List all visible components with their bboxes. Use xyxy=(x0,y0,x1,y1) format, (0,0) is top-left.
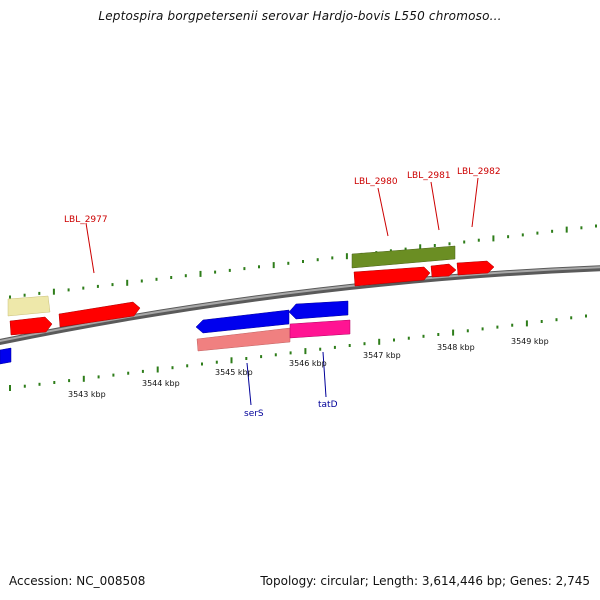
tick-label-3546: 3546 kbp xyxy=(289,359,327,368)
tick-label-3549: 3549 kbp xyxy=(511,337,549,346)
accession-text: Accession: NC_008508 xyxy=(9,574,146,588)
connector-serS xyxy=(246,362,252,406)
gene-serS[interactable] xyxy=(195,309,290,334)
gene-red-small-left[interactable] xyxy=(9,316,53,336)
gene-tatD-pink[interactable] xyxy=(289,319,351,339)
tick-label-3545: 3545 kbp xyxy=(215,368,253,377)
gene-lbl-2980[interactable] xyxy=(353,266,431,287)
gene-blue-edge[interactable] xyxy=(0,347,12,365)
gene-lbl-2982[interactable] xyxy=(456,260,495,276)
tick-label-3543: 3543 kbp xyxy=(68,390,106,399)
gene-tatD-blue[interactable] xyxy=(288,300,349,320)
connector-lbl-2981 xyxy=(430,181,440,231)
gene-lbl-2980-green[interactable] xyxy=(351,245,456,269)
connector-lbl-2977 xyxy=(85,222,95,274)
chromosome-backbone xyxy=(0,265,600,346)
connector-lbl-2982 xyxy=(471,177,479,228)
label-lbl-2980: LBL_2980 xyxy=(354,177,398,187)
label-lbl-2981: LBL_2981 xyxy=(407,171,451,181)
gene-yellow-left[interactable] xyxy=(7,295,51,317)
inner-tick-track xyxy=(9,314,587,391)
connector-tatD xyxy=(322,351,327,398)
label-tatD: tatD xyxy=(318,400,338,410)
tick-label-3548: 3548 kbp xyxy=(437,343,475,352)
label-lbl-2977: LBL_2977 xyxy=(64,215,108,225)
gene-lbl-2981[interactable] xyxy=(430,263,457,278)
label-serS: serS xyxy=(244,409,264,419)
connector-lbl-2980 xyxy=(377,187,389,237)
label-lbl-2982: LBL_2982 xyxy=(457,167,501,177)
topology-text: Topology: circular; Length: 3,614,446 bp… xyxy=(260,574,590,588)
chart-title: Leptospira borgpetersenii serovar Hardjo… xyxy=(98,9,502,23)
tick-label-3544: 3544 kbp xyxy=(142,379,180,388)
outer-tick-track xyxy=(9,224,597,299)
gene-serS-salmon[interactable] xyxy=(196,327,291,352)
chromosome-backbone-highlight xyxy=(0,266,600,343)
tick-label-3547: 3547 kbp xyxy=(363,351,401,360)
gene-lbl-2977[interactable] xyxy=(58,301,141,328)
